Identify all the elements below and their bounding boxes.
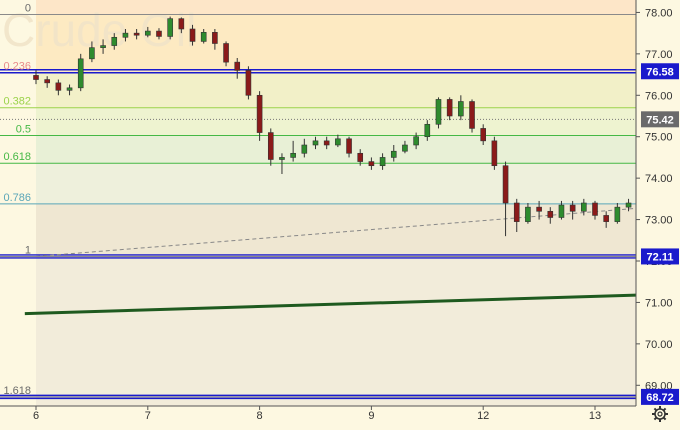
fib-level-label: 0 (25, 3, 31, 15)
candle-body (559, 205, 564, 217)
candle-body (503, 166, 508, 203)
candle-body (481, 128, 486, 140)
candle-body (514, 203, 519, 222)
fib-level-label: 0.5 (16, 123, 31, 135)
y-tick-label: 74.00 (645, 173, 673, 185)
price-tag-label: 75.42 (646, 114, 674, 126)
candle-body (78, 59, 83, 88)
candle-body (593, 203, 598, 215)
candle-body (525, 207, 530, 222)
candle-body (268, 133, 273, 160)
candle-body (324, 141, 329, 145)
candle-body (414, 137, 419, 145)
y-tick-label: 78.00 (645, 7, 673, 19)
candle-body (358, 153, 363, 161)
candle-body (168, 19, 173, 37)
fib-level-label: 0.786 (3, 192, 31, 204)
candle-body (335, 139, 340, 145)
candle-body (246, 70, 251, 95)
fib-zone (36, 256, 636, 396)
candle-body (470, 102, 475, 129)
candle-body (235, 62, 240, 70)
candle-body (89, 48, 94, 59)
candle-body (548, 211, 553, 217)
fib-zone (36, 163, 636, 204)
candle-body (302, 145, 307, 153)
x-tick-label: 9 (368, 410, 374, 422)
price-tag-label: 68.72 (646, 392, 674, 404)
y-tick-label: 76.00 (645, 90, 673, 102)
candle-body (581, 203, 586, 211)
x-tick-label: 7 (145, 410, 151, 422)
candle-body (257, 95, 262, 132)
x-axis-panel (0, 406, 680, 425)
candle-body (380, 157, 385, 165)
fib-zone (36, 204, 636, 257)
candle-body (123, 33, 128, 37)
y-tick-label: 70.00 (645, 339, 673, 351)
y-tick-label: 77.00 (645, 49, 673, 61)
candle-body (45, 80, 50, 83)
candle-body (615, 207, 620, 222)
candle-body (67, 88, 72, 90)
candle-body (156, 31, 161, 36)
price-tag-label: 72.11 (647, 251, 674, 263)
candle-body (145, 31, 150, 35)
fib-zone (36, 108, 636, 136)
watermark: Crude Oil (2, 4, 196, 56)
x-tick-label: 6 (33, 410, 39, 422)
candle-body (179, 19, 184, 29)
candle-body (313, 141, 318, 145)
candle-body (425, 124, 430, 136)
candle-body (626, 203, 631, 207)
fib-level-label: 0.236 (3, 61, 31, 73)
candle-body (369, 162, 374, 166)
candle-body (402, 145, 407, 151)
candle-body (101, 46, 106, 48)
candle-body (347, 139, 352, 154)
candle-body (604, 215, 609, 221)
candle-body (190, 29, 195, 41)
x-tick-label: 8 (257, 410, 263, 422)
price-tag-label: 76.58 (646, 66, 674, 78)
y-tick-label: 71.00 (645, 297, 673, 309)
candle-body (570, 205, 575, 211)
x-tick-label: 13 (589, 410, 601, 422)
candle-body (201, 32, 206, 41)
candle-body (537, 207, 542, 211)
candle-body (391, 151, 396, 157)
candle-body (436, 99, 441, 124)
candle-body (112, 37, 117, 45)
candle-body (134, 33, 139, 35)
candle-body (492, 141, 497, 166)
candle-body (212, 32, 217, 43)
y-tick-label: 73.00 (645, 215, 673, 227)
candle-body (56, 83, 61, 90)
x-tick-label: 12 (477, 410, 489, 422)
fib-zones (36, 0, 636, 406)
candle-body (447, 99, 452, 116)
fib-zone (36, 73, 636, 108)
candle-body (34, 75, 39, 79)
fib-level-label: 0.382 (3, 96, 31, 108)
fib-level-label: 0.618 (3, 151, 31, 163)
candle-body (224, 44, 229, 63)
candle-body (291, 153, 296, 157)
y-tick-label: 75.00 (645, 132, 673, 144)
fib-level-label: 1 (25, 244, 31, 256)
candle-body (458, 102, 463, 117)
candle-body (279, 157, 284, 159)
fib-level-label: 1.618 (3, 385, 31, 397)
